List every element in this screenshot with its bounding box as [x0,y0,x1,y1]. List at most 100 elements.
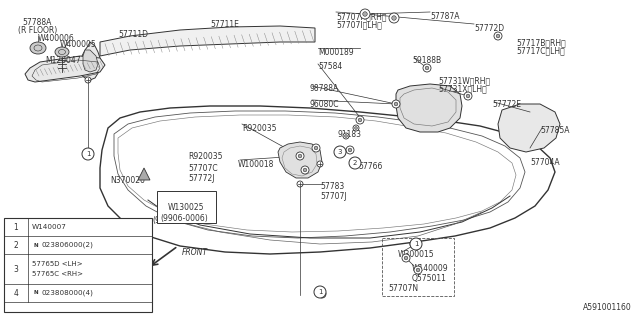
Circle shape [296,152,304,160]
Text: 57717C〈LH〉: 57717C〈LH〉 [516,46,564,55]
Circle shape [85,77,91,83]
Circle shape [301,166,309,174]
Polygon shape [396,84,462,132]
Circle shape [314,146,318,150]
Circle shape [494,32,502,40]
Circle shape [363,12,367,16]
Text: A591001160: A591001160 [583,303,632,312]
Circle shape [297,181,303,187]
Circle shape [312,144,320,152]
Text: 4: 4 [13,289,19,298]
Text: W130025: W130025 [168,203,205,212]
Circle shape [389,13,399,23]
Text: 57711D: 57711D [118,30,148,39]
Text: 57717B〈RH〉: 57717B〈RH〉 [516,38,566,47]
Circle shape [358,118,362,122]
Circle shape [314,286,326,298]
Circle shape [412,242,416,246]
Text: W140007: W140007 [32,224,67,230]
Circle shape [464,92,472,100]
Ellipse shape [55,47,69,57]
Text: 57707N: 57707N [388,284,418,293]
Text: R920035: R920035 [242,124,276,133]
Circle shape [425,66,429,70]
Circle shape [345,135,348,137]
Polygon shape [100,26,315,56]
Circle shape [9,286,23,300]
Circle shape [404,256,408,260]
Circle shape [317,161,323,167]
Circle shape [349,157,361,169]
Text: 57765C <RH>: 57765C <RH> [32,271,83,277]
Circle shape [32,241,40,249]
Text: 57788A: 57788A [22,18,51,27]
Text: W140009: W140009 [412,264,449,273]
Polygon shape [78,42,100,80]
Text: (R FLOOR): (R FLOOR) [18,26,57,35]
Polygon shape [25,56,105,82]
Text: 57785A: 57785A [540,126,570,135]
Text: FRONT: FRONT [182,247,208,257]
Text: 57707I〈LH〉: 57707I〈LH〉 [336,20,382,29]
Text: 2: 2 [13,241,19,250]
Circle shape [353,125,359,131]
Circle shape [392,16,396,20]
Circle shape [82,148,94,160]
Text: N: N [34,291,38,295]
Text: W100018: W100018 [238,160,275,169]
Circle shape [348,148,352,152]
Text: 57772D: 57772D [474,24,504,33]
Text: 96080C: 96080C [310,100,339,109]
Text: (9906-0006): (9906-0006) [160,213,208,222]
Polygon shape [138,168,150,180]
Text: 57783: 57783 [320,182,344,191]
Circle shape [423,64,431,72]
Text: 1: 1 [317,289,323,295]
Circle shape [414,266,422,274]
Circle shape [466,94,470,98]
Circle shape [320,292,324,296]
Text: 1: 1 [13,222,19,231]
Text: 57772J: 57772J [188,174,214,183]
Text: 57766: 57766 [358,162,382,171]
Text: 1: 1 [413,241,419,247]
Circle shape [298,154,302,158]
Text: 57787A: 57787A [430,12,460,21]
Circle shape [496,34,500,38]
Circle shape [356,116,364,124]
Text: 59188B: 59188B [412,56,441,65]
Ellipse shape [30,42,46,54]
Text: Q575011: Q575011 [412,274,447,283]
Circle shape [343,133,349,139]
Text: 1: 1 [86,151,90,157]
Circle shape [9,262,23,276]
Polygon shape [498,104,560,152]
Text: 57707J: 57707J [320,192,347,201]
Text: N370026: N370026 [110,176,145,185]
Circle shape [334,146,346,158]
Text: 98788A: 98788A [310,84,339,93]
Text: (9906-0006): (9906-0006) [152,216,200,225]
Circle shape [392,100,400,108]
Circle shape [318,290,326,298]
Text: 91183: 91183 [338,130,362,139]
Text: 57584: 57584 [318,62,342,71]
Text: 57731W〈RH〉: 57731W〈RH〉 [438,76,490,85]
Text: 023806000(2): 023806000(2) [42,242,94,248]
Text: M000189: M000189 [318,48,354,57]
Circle shape [416,268,420,272]
Text: 57765D <LH>: 57765D <LH> [32,261,83,267]
Text: N: N [34,243,38,247]
Circle shape [410,238,422,250]
Text: 3: 3 [338,149,342,155]
Text: 57707H〈RH〉: 57707H〈RH〉 [336,12,387,21]
Text: 3: 3 [13,265,19,274]
Bar [382,238,454,296]
Circle shape [303,168,307,172]
Circle shape [346,146,354,154]
Text: R920035: R920035 [188,152,223,161]
Circle shape [32,289,40,297]
Circle shape [9,238,23,252]
Circle shape [360,9,370,19]
Text: 023808000(4): 023808000(4) [42,290,94,296]
